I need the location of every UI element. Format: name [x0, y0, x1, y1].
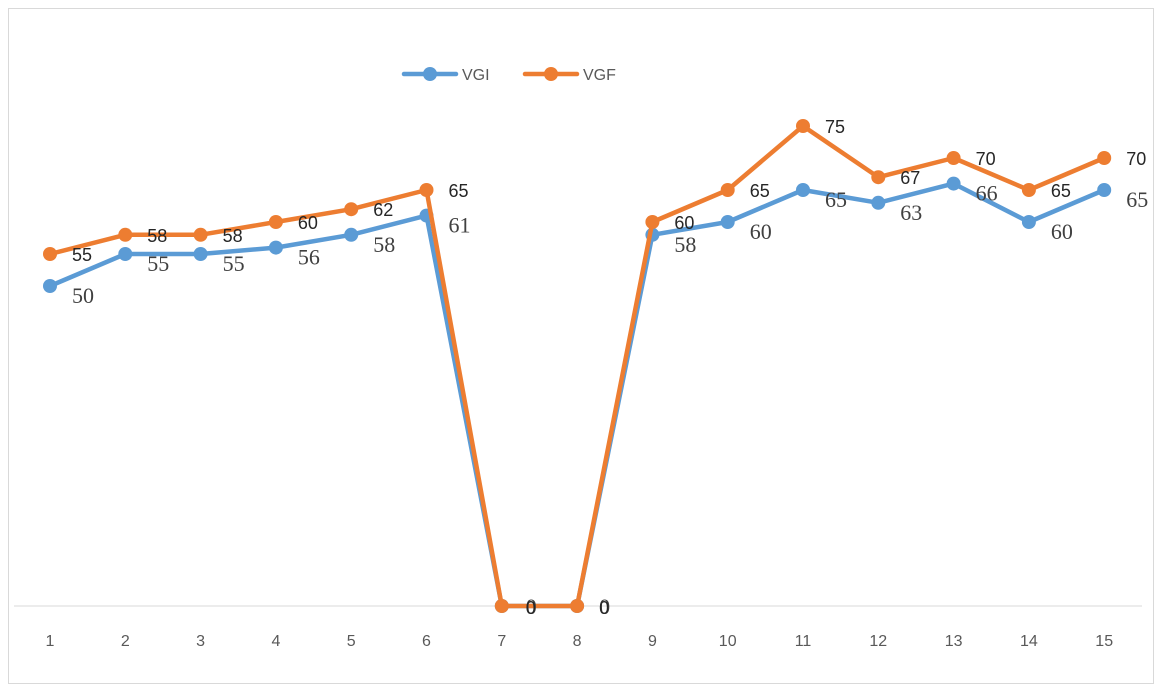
- data-label-vgi: 61: [449, 213, 471, 238]
- chart-frame: [8, 8, 1154, 684]
- data-label-vgf: 70: [976, 149, 996, 169]
- x-tick-label: 12: [869, 633, 887, 650]
- x-tick-label: 3: [196, 633, 205, 650]
- data-label-vgf: 0: [599, 598, 609, 618]
- legend-marker-vgi: [423, 67, 437, 81]
- data-label-vgi: 60: [1051, 219, 1073, 244]
- x-tick-label: 8: [573, 633, 582, 650]
- data-label-vgi: 55: [147, 251, 169, 276]
- data-label-vgi: 50: [72, 283, 94, 308]
- point-vgf: [946, 151, 961, 165]
- point-vgi: [43, 279, 57, 293]
- x-tick-label: 14: [1020, 633, 1038, 650]
- data-label-vgi: 0: [599, 594, 610, 619]
- data-label-vgi: 63: [900, 200, 922, 225]
- x-tick-label: 13: [945, 633, 963, 650]
- data-label-vgi: 56: [298, 245, 320, 270]
- x-tick-label: 10: [719, 633, 737, 650]
- point-vgf: [419, 183, 434, 197]
- point-vgi: [946, 176, 961, 191]
- data-label-vgi: 65: [1126, 187, 1148, 212]
- series-line-vgi: [47, 181, 1107, 609]
- point-vgf: [1021, 183, 1036, 197]
- data-label-vgi: 55: [223, 251, 245, 276]
- data-label-vgf: 60: [298, 213, 318, 233]
- data-label-vgf: 65: [750, 181, 770, 201]
- point-vgf: [268, 215, 283, 229]
- legend-label-vgf: VGF: [583, 67, 616, 84]
- point-vgf: [118, 227, 133, 242]
- point-vgf: [570, 599, 585, 613]
- point-vgi: [268, 240, 283, 255]
- point-vgf: [494, 599, 509, 613]
- legend-marker-vgf: [544, 67, 558, 81]
- point-vgi: [344, 227, 359, 242]
- point-vgf: [871, 170, 886, 185]
- data-label-vgf: 60: [674, 213, 694, 233]
- data-label-vgi: 58: [674, 232, 696, 257]
- point-vgf: [43, 247, 57, 261]
- data-label-vgi: 65: [825, 187, 847, 212]
- point-vgf: [645, 215, 660, 229]
- data-label-vgf: 55: [72, 245, 92, 265]
- point-vgi: [871, 195, 886, 210]
- x-tick-label: 6: [422, 633, 431, 650]
- data-label-vgf: 62: [373, 200, 393, 220]
- point-vgf: [796, 119, 810, 133]
- data-label-vgf: 0: [526, 598, 536, 618]
- point-vgf: [720, 183, 735, 197]
- data-label-vgf: 58: [223, 226, 243, 246]
- data-label-vgf: 65: [449, 181, 469, 201]
- data-label-vgf: 65: [1051, 181, 1071, 201]
- data-label-vgi: 60: [750, 219, 772, 244]
- point-vgf: [193, 227, 208, 242]
- point-vgi: [796, 183, 810, 197]
- data-label-vgf: 58: [147, 226, 167, 246]
- point-vgf: [1097, 151, 1112, 165]
- point-vgf: [344, 202, 359, 217]
- x-tick-label: 1: [46, 633, 55, 650]
- point-vgi: [720, 215, 735, 229]
- x-tick-label: 7: [497, 633, 506, 650]
- point-vgi: [118, 247, 133, 261]
- data-label-vgf: 67: [900, 168, 920, 188]
- point-vgi: [1097, 183, 1112, 197]
- point-vgi: [1021, 215, 1036, 229]
- data-label-vgi: 58: [373, 232, 395, 257]
- x-tick-label: 11: [795, 633, 812, 650]
- data-label-vgi: 66: [976, 181, 998, 206]
- x-tick-label: 9: [648, 633, 657, 650]
- data-label-vgf: 70: [1126, 149, 1146, 169]
- x-tick-label: 2: [121, 633, 130, 650]
- series-line-vgf: [47, 123, 1107, 609]
- data-label-vgi: 0: [526, 594, 537, 619]
- data-label-vgf: 75: [825, 117, 845, 137]
- legend-label-vgi: VGI: [462, 67, 490, 84]
- x-tick-label: 5: [347, 633, 356, 650]
- point-vgi: [193, 247, 208, 261]
- x-tick-label: 15: [1095, 633, 1113, 650]
- x-tick-label: 4: [271, 633, 280, 650]
